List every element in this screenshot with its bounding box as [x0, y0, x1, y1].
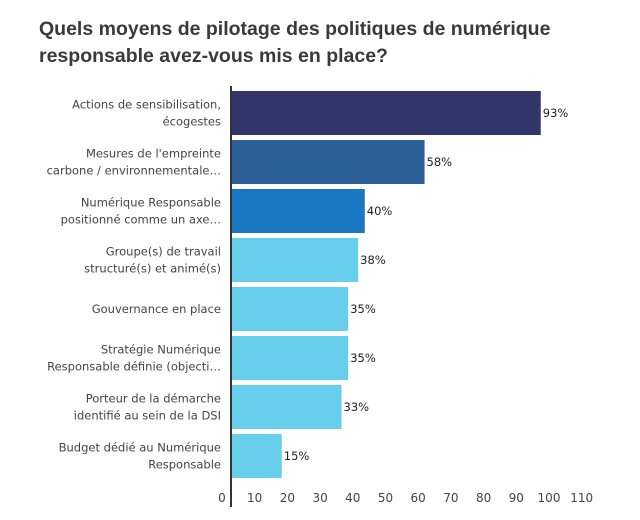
- bars-group: [232, 91, 541, 478]
- category-label-line: Mesures de l'empreinte: [86, 147, 221, 161]
- category-label-line: identifié au sein de la DSI: [74, 409, 221, 423]
- category-label-line: positionné comme un axe…: [61, 213, 221, 227]
- x-tick-label-30: 30: [312, 491, 327, 505]
- x-tick-label-10: 10: [247, 491, 262, 505]
- value-label-1: 58%: [427, 155, 453, 169]
- value-label-5: 35%: [350, 351, 376, 365]
- category-labels: Actions de sensibilisation, écogestes Mesu…: [47, 98, 221, 472]
- x-tick-label-90: 90: [509, 491, 524, 505]
- category-label-line: Actions de sensibilisation,: [72, 98, 221, 112]
- x-tick-label-40: 40: [345, 491, 360, 505]
- x-tick-label-50: 50: [378, 491, 393, 505]
- value-label-6: 33%: [344, 400, 370, 414]
- value-label-3: 38%: [360, 253, 386, 267]
- category-label-2: Numérique Responsable positionné comme un…: [61, 196, 221, 227]
- x-tick-label-80: 80: [476, 491, 491, 505]
- value-label-4: 35%: [350, 302, 376, 316]
- category-label-line: Responsable: [148, 458, 221, 472]
- category-label-5: Stratégie Numérique Responsable définie (…: [47, 343, 221, 374]
- category-label-line: Responsable définie (objecti…: [47, 360, 221, 374]
- x-tick-label-20: 20: [280, 491, 295, 505]
- value-label-0: 93%: [543, 106, 569, 120]
- bar-2: [232, 189, 365, 233]
- category-label-line: Porteur de la démarche: [86, 392, 221, 406]
- category-label-3: Groupe(s) de travail structuré(s) et anim…: [84, 245, 221, 276]
- category-label-line: Budget dédié au Numérique: [59, 441, 221, 455]
- category-label-line: Groupe(s) de travail: [106, 245, 221, 259]
- category-label-line: structuré(s) et animé(s): [84, 262, 221, 276]
- category-label-6: Porteur de la démarche identifié au sein …: [74, 392, 221, 423]
- value-label-7: 15%: [284, 449, 310, 463]
- category-label-line: Gouvernance en place: [92, 302, 221, 316]
- bar-0: [232, 91, 541, 135]
- category-label-4: Gouvernance en place: [92, 302, 221, 316]
- category-label-1: Mesures de l'empreinte carbone / environn…: [47, 147, 221, 178]
- bar-1: [232, 140, 425, 184]
- category-label-0: Actions de sensibilisation, écogestes: [72, 98, 221, 129]
- x-axis-ticks: 0 10 20 30 40 50 60 70 80 90 100 110: [218, 491, 593, 505]
- x-tick-label-110: 110: [570, 491, 593, 505]
- bar-5: [232, 336, 349, 380]
- x-tick-label-0: 0: [218, 491, 226, 505]
- value-label-2: 40%: [367, 204, 393, 218]
- bar-3: [232, 238, 359, 282]
- category-label-7: Budget dédié au Numérique Responsable: [59, 441, 221, 472]
- value-labels: 93% 58% 40% 38% 35% 35% 33% 15%: [284, 106, 569, 463]
- x-tick-label-60: 60: [411, 491, 426, 505]
- category-label-line: Stratégie Numérique: [101, 343, 221, 357]
- bar-6: [232, 385, 342, 429]
- bar-4: [232, 287, 349, 331]
- category-label-line: Numérique Responsable: [81, 196, 221, 210]
- bar-7: [232, 434, 282, 478]
- x-tick-label-70: 70: [443, 491, 458, 505]
- chart-title: Quels moyens de pilotage des politiques …: [39, 18, 551, 67]
- category-label-line: carbone / environnementale…: [47, 164, 221, 178]
- category-label-line: écogestes: [163, 115, 221, 129]
- x-tick-label-100: 100: [538, 491, 561, 505]
